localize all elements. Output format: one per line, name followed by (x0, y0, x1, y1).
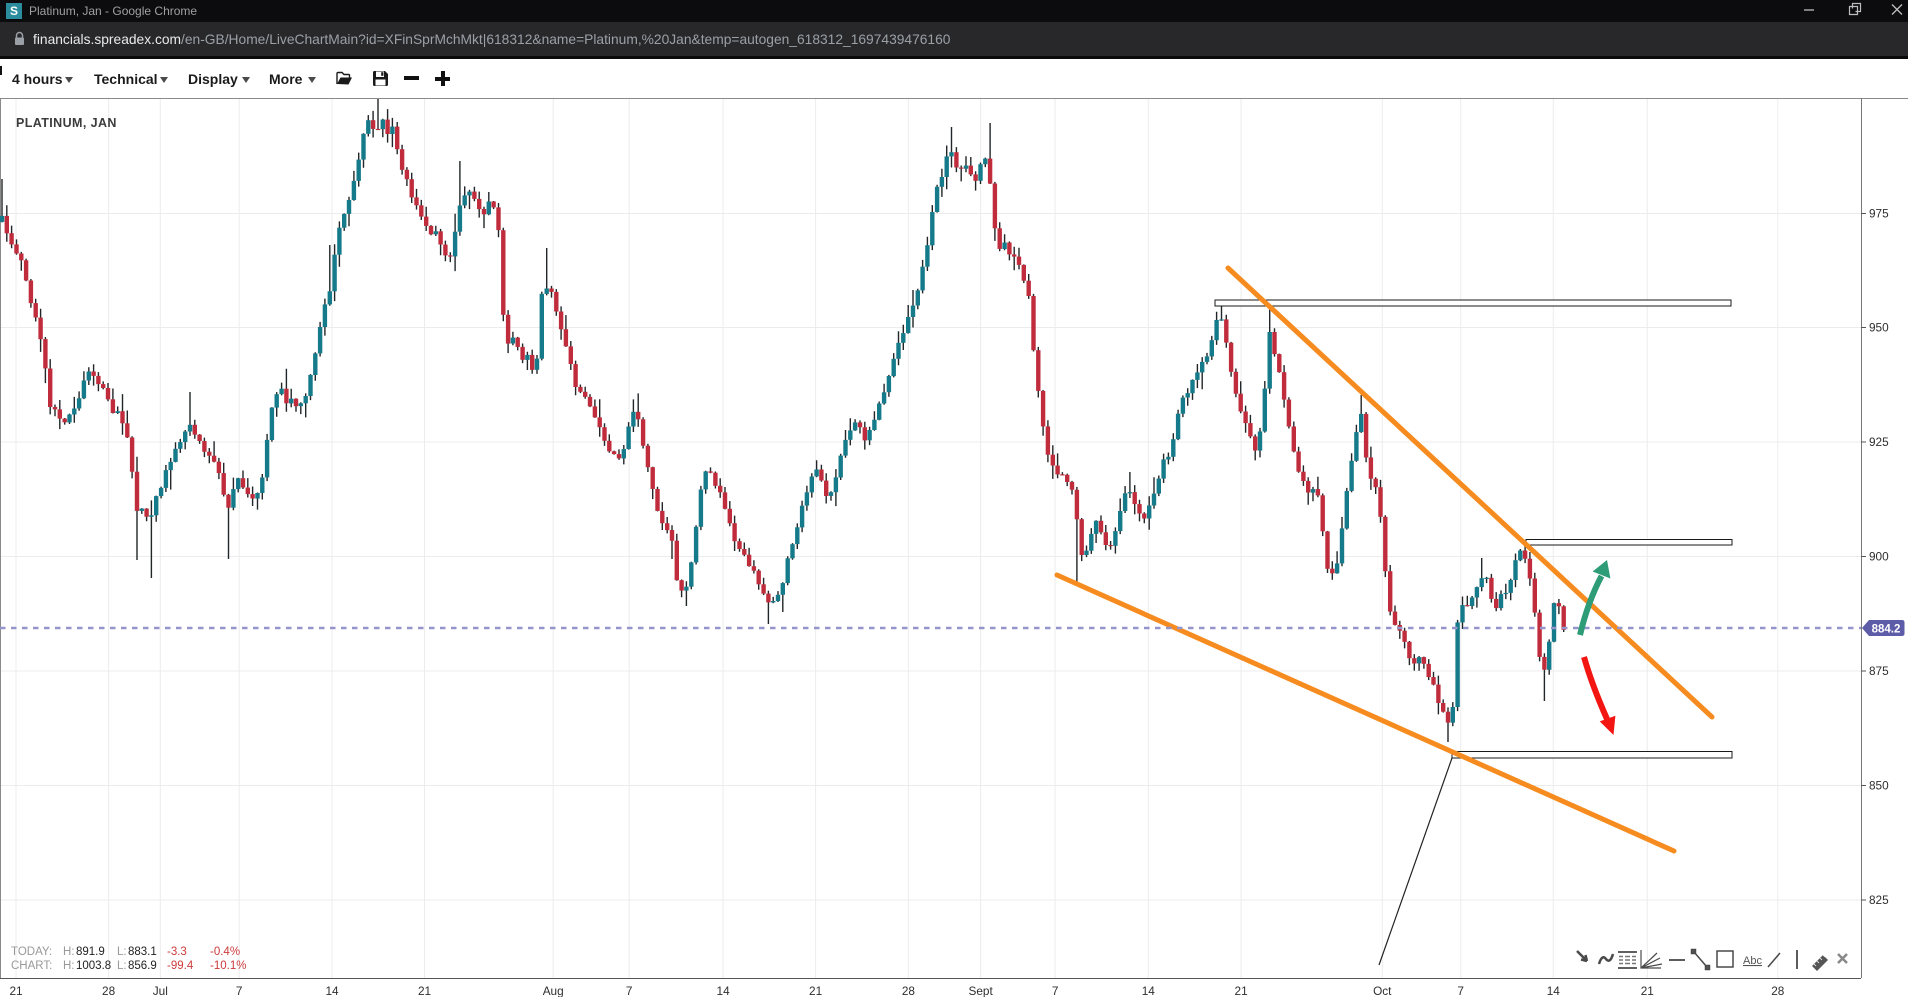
svg-text:28: 28 (102, 984, 116, 997)
svg-text:14: 14 (325, 984, 339, 997)
svg-text:Abc: Abc (1743, 955, 1762, 967)
svg-text:PLATINUM, JAN: PLATINUM, JAN (16, 116, 117, 130)
svg-text:21: 21 (9, 984, 22, 997)
svg-text:975: 975 (1869, 207, 1889, 221)
svg-text:891.9: 891.9 (76, 946, 105, 958)
svg-text:825: 825 (1869, 893, 1889, 907)
svg-text:21: 21 (809, 984, 822, 997)
svg-text:900: 900 (1869, 550, 1889, 564)
svg-text:Oct: Oct (1373, 984, 1392, 997)
svg-text:925: 925 (1869, 435, 1889, 449)
svg-text:H:: H: (63, 960, 75, 972)
svg-text:TODAY:: TODAY: (11, 946, 52, 958)
svg-text:7: 7 (1052, 984, 1059, 997)
svg-text:7: 7 (1457, 984, 1464, 997)
svg-text:28: 28 (1771, 984, 1785, 997)
svg-text:-3.3: -3.3 (167, 946, 187, 958)
svg-text:Aug: Aug (543, 984, 564, 997)
svg-text:884.2: 884.2 (1872, 624, 1901, 636)
svg-text:L:: L: (117, 946, 127, 958)
svg-text:28: 28 (902, 984, 916, 997)
svg-text:7: 7 (626, 984, 633, 997)
svg-text:-99.4: -99.4 (167, 960, 194, 972)
svg-text:L:: L: (117, 960, 127, 972)
svg-text:-0.4%: -0.4% (210, 946, 240, 958)
svg-text:856.9: 856.9 (128, 960, 157, 972)
svg-text:14: 14 (1142, 984, 1156, 997)
svg-text:850: 850 (1869, 779, 1889, 793)
svg-text:Sept: Sept (968, 984, 993, 997)
svg-text:-10.1%: -10.1% (210, 960, 246, 972)
svg-text:Jul: Jul (153, 984, 168, 997)
svg-text:875: 875 (1869, 664, 1889, 678)
svg-text:14: 14 (717, 984, 731, 997)
svg-text:950: 950 (1869, 321, 1889, 335)
svg-text:1003.8: 1003.8 (76, 960, 111, 972)
svg-text:CHART:: CHART: (11, 960, 52, 972)
svg-text:883.1: 883.1 (128, 946, 157, 958)
svg-text:21: 21 (418, 984, 431, 997)
svg-text:7: 7 (236, 984, 243, 997)
svg-text:21: 21 (1235, 984, 1248, 997)
svg-text:14: 14 (1547, 984, 1561, 997)
svg-text:H:: H: (63, 946, 75, 958)
svg-text:21: 21 (1641, 984, 1654, 997)
